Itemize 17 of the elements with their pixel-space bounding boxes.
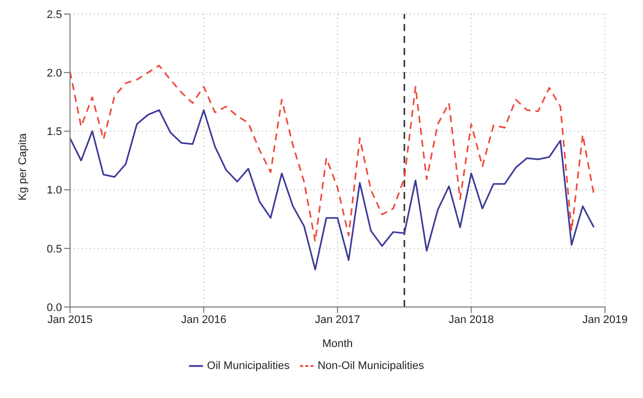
legend-label: Oil Municipalities	[207, 360, 290, 372]
x-tick-label: Jan 2015	[47, 314, 93, 326]
x-tick-label: Jan 2018	[448, 314, 494, 326]
x-tick-label: Jan 2016	[181, 314, 226, 326]
y-tick-label: 2.0	[46, 68, 62, 80]
y-tick-label: 1.0	[46, 184, 62, 197]
x-tick-label: Jan 2019	[582, 314, 628, 326]
y-tick-label: 1.5	[46, 126, 62, 138]
y-axis-title: Kg per Capita	[16, 132, 29, 200]
y-tick-label: 0.5	[46, 243, 62, 256]
x-tick-label: Jan 2017	[314, 314, 360, 326]
x-axis-title: Month	[322, 338, 353, 350]
y-tick-label: 0.0	[46, 302, 62, 314]
legend-label: Non-Oil Municipalities	[318, 360, 424, 372]
y-tick-label: 2.5	[46, 8, 62, 21]
line-series	[70, 64, 595, 242]
line-series	[70, 109, 595, 270]
